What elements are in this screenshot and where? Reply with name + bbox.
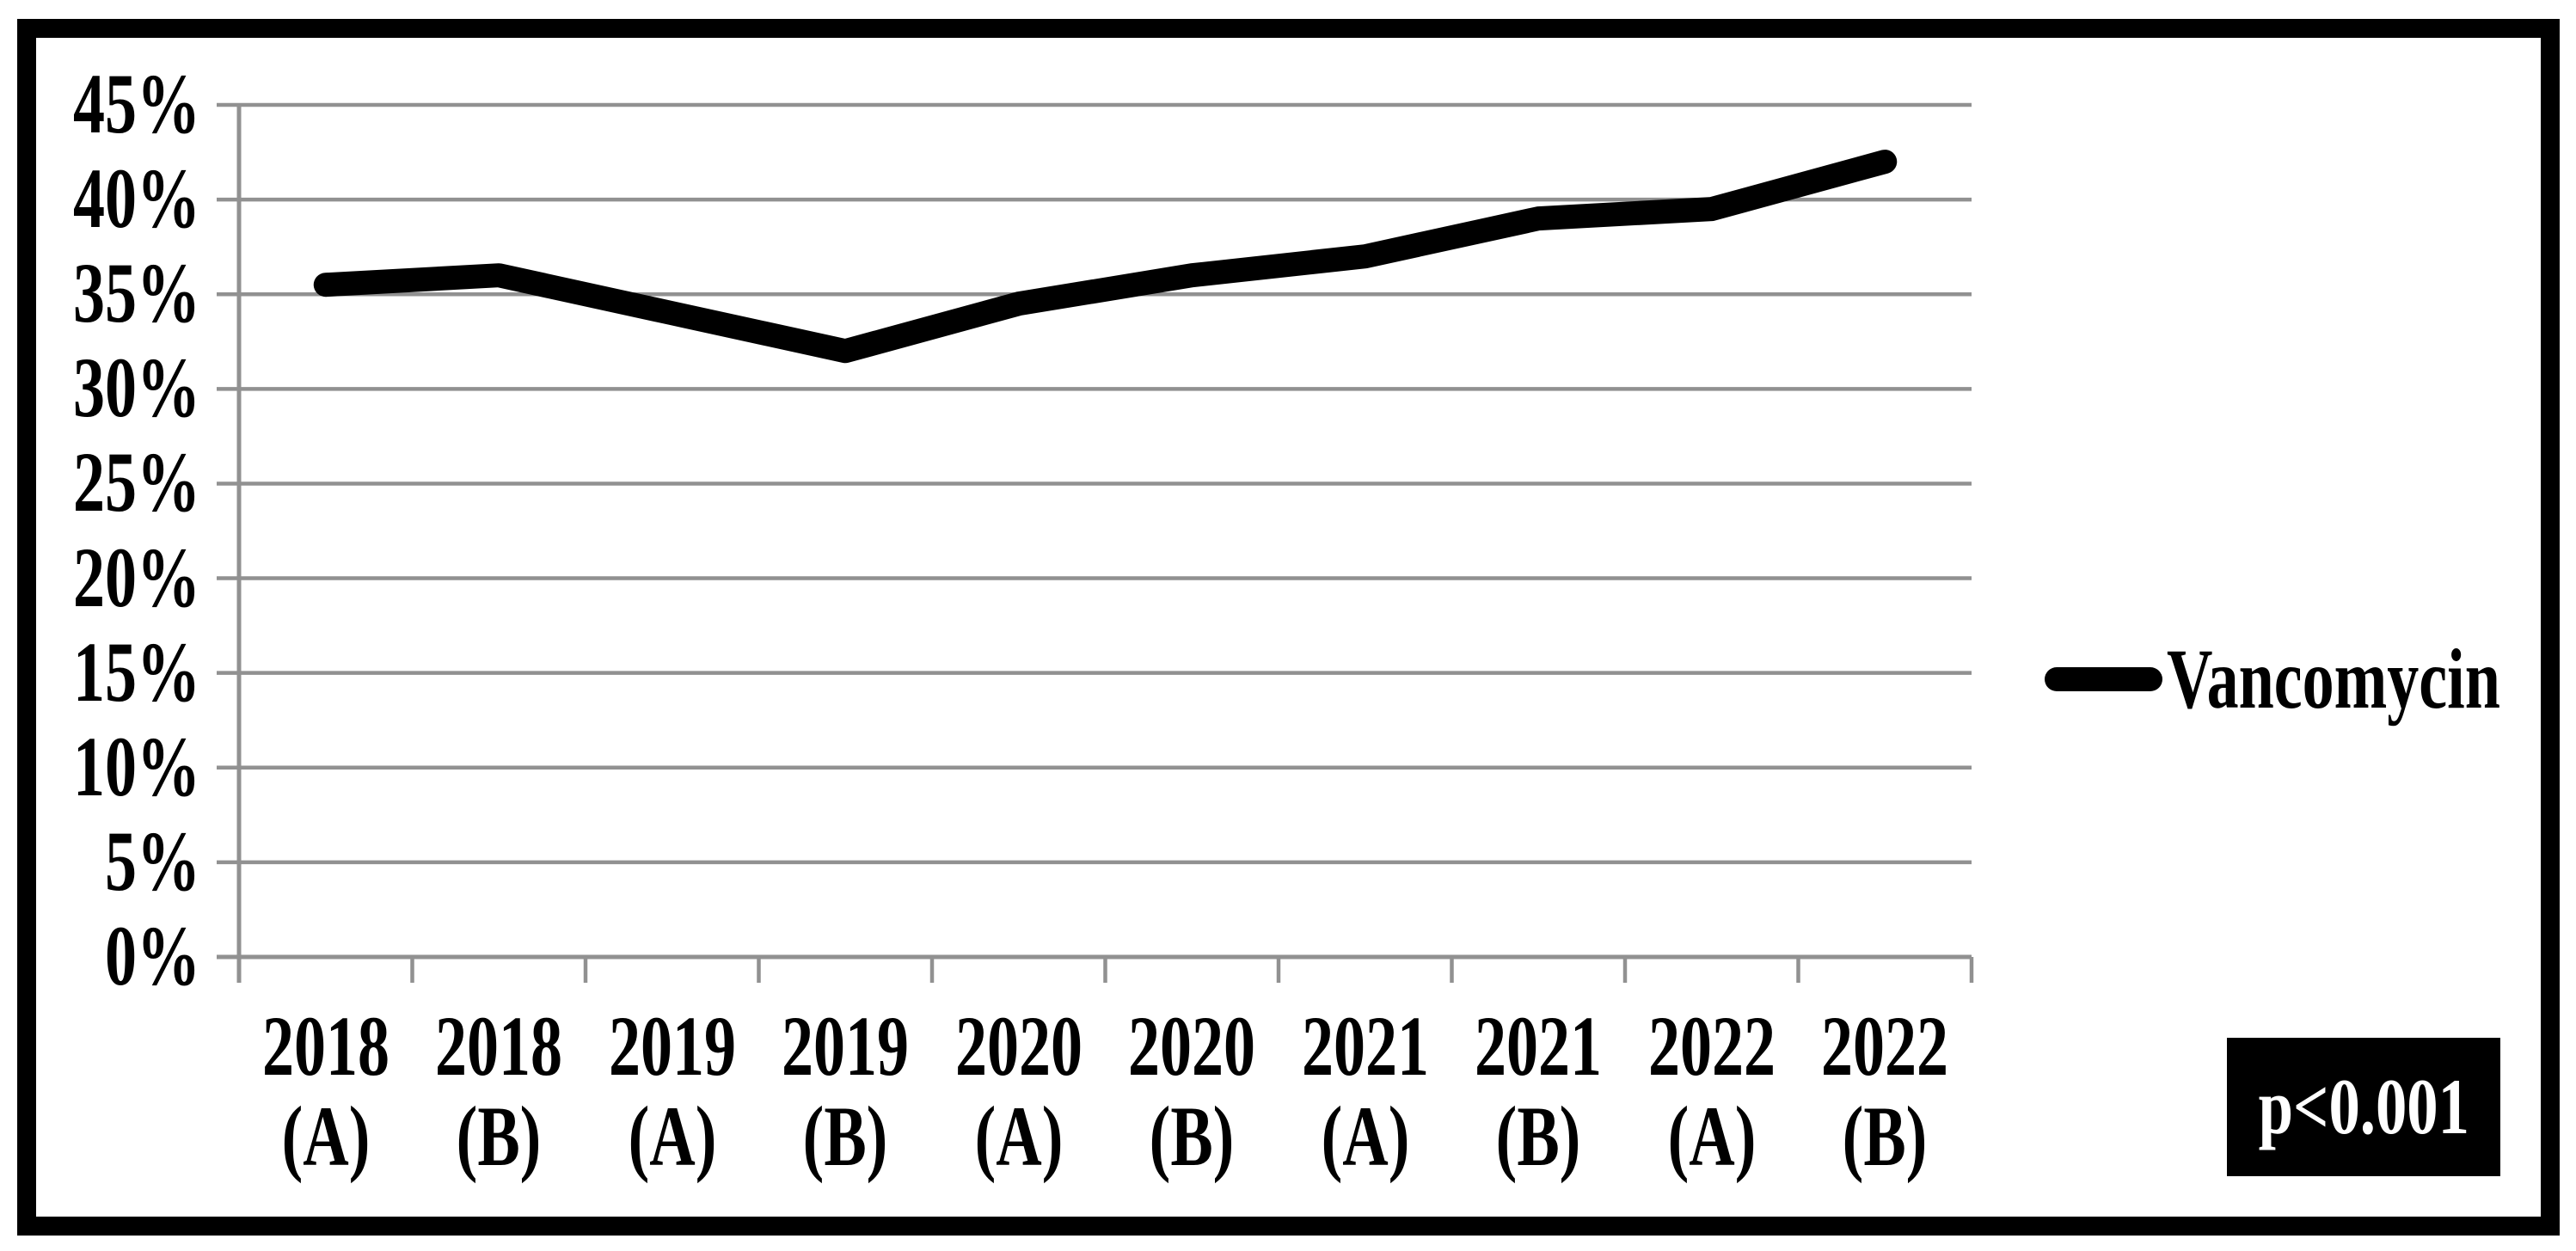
x-axis-tick-label-line: (B) [1495, 1088, 1581, 1184]
x-axis-tick-label-line: 2020 [954, 998, 1083, 1094]
y-axis-tick-label: 5% [105, 813, 200, 909]
x-axis-tick-label-line: (A) [281, 1088, 371, 1184]
x-axis-tick-label: 2022 (A) [1629, 1001, 1794, 1181]
x-axis-tick-label-line: (A) [974, 1088, 1064, 1184]
x-axis-tick-label-line: (A) [1321, 1088, 1410, 1184]
x-axis-tick-label-line: 2021 [1475, 998, 1603, 1094]
chart-border [17, 19, 2560, 1236]
x-axis-tick-label-line: (A) [628, 1088, 717, 1184]
y-axis-tick-label: 20% [73, 529, 200, 625]
x-axis-tick-label: 2019 (A) [590, 1001, 755, 1181]
y-axis-tick-label: 30% [73, 340, 200, 436]
y-axis-tick-label: 45% [73, 56, 200, 151]
x-axis-tick-label-line: 2019 [782, 998, 910, 1094]
y-axis-tick-label: 10% [73, 718, 200, 814]
x-axis-tick-label-line: (B) [1149, 1088, 1235, 1184]
x-axis-tick-label: 2021 (A) [1283, 1001, 1448, 1181]
x-axis-tick-label-line: (A) [1667, 1088, 1757, 1184]
x-axis-tick-label-line: 2018 [261, 998, 389, 1094]
y-axis-tick-label: 40% [73, 150, 200, 247]
legend-line-marker [2045, 667, 2162, 691]
y-axis-tick-label: 15% [73, 623, 200, 720]
x-axis-tick-label-line: 2022 [1821, 998, 1949, 1094]
x-axis-tick-label-line: 2022 [1647, 998, 1776, 1094]
y-axis-tick-label: 25% [73, 434, 200, 530]
vancomycin-line [313, 150, 1898, 364]
x-axis-tick-label-line: (B) [802, 1088, 888, 1184]
x-axis-tick-label-line: 2019 [608, 998, 736, 1094]
p-value-text: p<0.001 [2258, 1063, 2469, 1150]
x-axis-tick-label-line: (B) [456, 1088, 542, 1184]
y-axis-tick-label: 0% [105, 908, 200, 1003]
x-axis-tick-label: 2022 (B) [1802, 1001, 1967, 1181]
x-axis-tick-label-line: 2018 [435, 998, 563, 1094]
p-value-box: p<0.001 [2227, 1038, 2500, 1176]
x-axis-tick-label-line: (B) [1842, 1088, 1928, 1184]
x-axis-tick-label: 2021 (B) [1456, 1001, 1621, 1181]
x-axis-tick-label: 2019 (B) [763, 1001, 928, 1181]
x-axis-tick-label-line: 2020 [1128, 998, 1256, 1094]
x-axis-tick-label: 2018 (B) [416, 1001, 581, 1181]
legend-label: Vancomycin [2167, 631, 2500, 727]
x-axis-tick-label: 2020 (B) [1109, 1001, 1274, 1181]
x-axis-tick-label: 2018 (A) [243, 1001, 408, 1181]
x-axis-tick-label-line: 2021 [1301, 998, 1429, 1094]
y-axis-tick-label: 35% [73, 245, 200, 341]
x-axis-tick-label: 2020 (A) [936, 1001, 1101, 1181]
